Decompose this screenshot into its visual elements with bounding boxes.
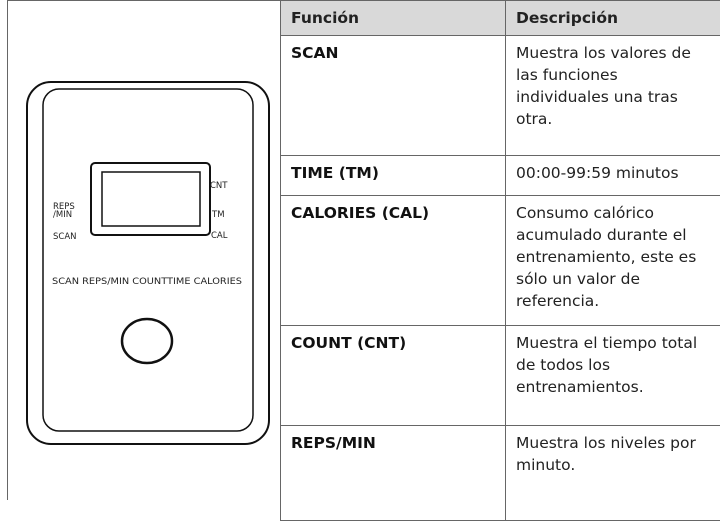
table-cell: SCAN: [280, 35, 506, 156]
table-cell: Muestra el tiempo total de todos los ent…: [505, 325, 720, 426]
table-cell: Consumo calórico acumulado durante el en…: [505, 195, 720, 326]
table-cell: Muestra los valores de las funciones ind…: [505, 35, 720, 156]
label-buttons: SCAN REPS/MIN COUNTTIME CALORIES: [52, 277, 242, 287]
label-cnt: CNT: [210, 181, 228, 191]
table-cell: TIME (TM): [280, 155, 506, 196]
label-tm: TM: [211, 210, 225, 220]
table-cell: REPS/MIN: [280, 425, 506, 521]
table-cell: CALORIES (CAL): [280, 195, 506, 326]
table-cell: Muestra los niveles por minuto.: [505, 425, 720, 521]
device-diagram: CNT REPS/MIN TM SCAN CAL SCAN REPS/MIN C…: [26, 81, 270, 445]
header-cell: Función: [280, 0, 506, 36]
label-scan: SCAN: [53, 232, 77, 242]
page: CNT REPS/MIN TM SCAN CAL SCAN REPS/MIN C…: [7, 0, 720, 521]
header-cell: Descripción: [505, 0, 720, 36]
table-cell: 00:00-99:59 minutos: [505, 155, 720, 196]
table-cell: COUNT (CNT): [280, 325, 506, 426]
image-cell: CNT REPS/MIN TM SCAN CAL SCAN REPS/MIN C…: [7, 0, 281, 500]
label-reps-min: REPS/MIN: [53, 202, 75, 220]
label-cal: CAL: [211, 231, 228, 241]
